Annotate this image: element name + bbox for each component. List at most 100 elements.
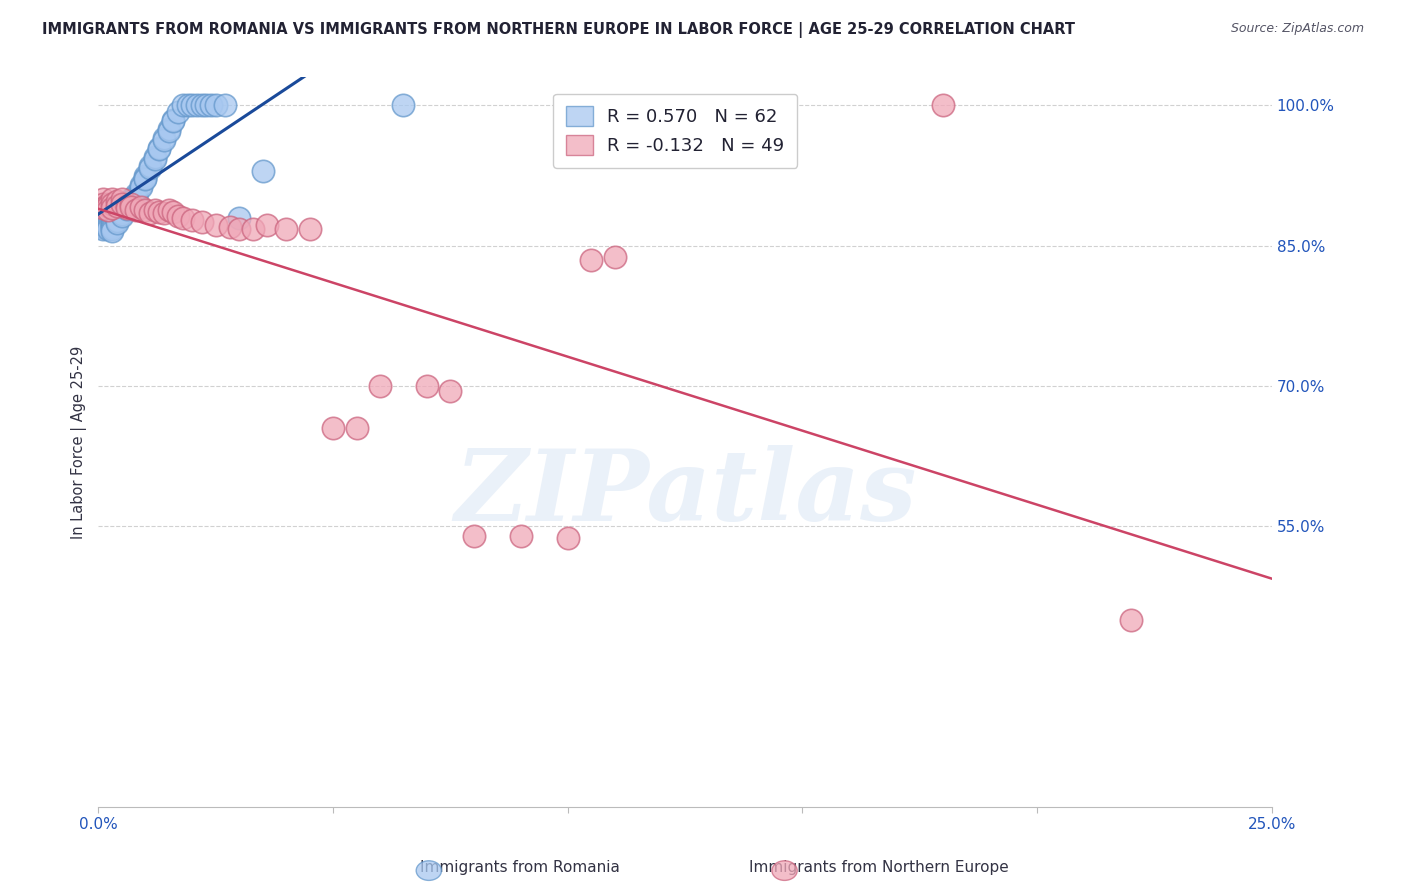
Point — [120, 194, 142, 208]
Point — [97, 203, 120, 218]
Point — [97, 196, 120, 211]
Point — [120, 196, 142, 211]
Point — [101, 220, 124, 235]
Point — [115, 201, 138, 215]
Point — [101, 196, 124, 211]
Point — [134, 169, 156, 183]
Point — [115, 198, 138, 212]
Point — [120, 200, 142, 214]
Point — [91, 196, 114, 211]
Text: Immigrants from Northern Europe: Immigrants from Northern Europe — [749, 861, 1008, 875]
Point — [932, 98, 955, 112]
Point — [190, 215, 212, 229]
Point — [368, 379, 391, 393]
Point — [204, 98, 226, 112]
Point — [509, 529, 531, 543]
Text: Source: ZipAtlas.com: Source: ZipAtlas.com — [1230, 22, 1364, 36]
Point — [115, 196, 138, 211]
Point — [129, 178, 152, 192]
Point — [105, 211, 128, 225]
Point — [105, 212, 128, 227]
Point — [111, 196, 134, 211]
Point — [167, 105, 190, 120]
Point — [101, 222, 124, 236]
Point — [143, 152, 166, 166]
Point — [439, 384, 461, 398]
Point — [101, 218, 124, 232]
Point — [120, 195, 142, 210]
Point — [200, 98, 222, 112]
Point — [139, 159, 162, 173]
Text: Immigrants from Romania: Immigrants from Romania — [420, 861, 620, 875]
Point — [111, 205, 134, 219]
Point — [129, 200, 152, 214]
Text: ZIPatlas: ZIPatlas — [454, 445, 917, 541]
Point — [274, 222, 297, 236]
Point — [218, 220, 240, 235]
Point — [143, 203, 166, 218]
Point — [162, 205, 184, 219]
Point — [97, 220, 120, 235]
Point — [346, 421, 368, 435]
Point — [463, 529, 485, 543]
Point — [91, 220, 114, 235]
Point — [143, 150, 166, 164]
Point — [111, 209, 134, 223]
Point — [153, 131, 176, 145]
Point — [125, 203, 148, 218]
Point — [195, 98, 218, 112]
Point — [91, 220, 114, 235]
Point — [167, 209, 190, 223]
Point — [172, 98, 194, 112]
Point — [392, 98, 415, 112]
Point — [97, 217, 120, 231]
Point — [322, 421, 344, 435]
Point — [214, 98, 236, 112]
Point — [105, 216, 128, 230]
Point — [105, 214, 128, 228]
Point — [91, 192, 114, 206]
Point — [148, 143, 170, 157]
Point — [111, 202, 134, 216]
Point — [298, 222, 321, 236]
Point — [125, 191, 148, 205]
Point — [111, 207, 134, 221]
Point — [162, 112, 184, 127]
Point — [181, 212, 204, 227]
Point — [111, 203, 134, 218]
Point — [157, 121, 180, 136]
Point — [139, 161, 162, 176]
Point — [148, 140, 170, 154]
Point — [115, 198, 138, 212]
Point — [111, 192, 134, 206]
Point — [186, 98, 208, 112]
Point — [603, 250, 626, 264]
Point — [162, 114, 184, 128]
Point — [101, 202, 124, 216]
Legend: R = 0.570   N = 62, R = -0.132   N = 49: R = 0.570 N = 62, R = -0.132 N = 49 — [554, 94, 797, 168]
Point — [581, 252, 603, 267]
Y-axis label: In Labor Force | Age 25-29: In Labor Force | Age 25-29 — [72, 345, 87, 539]
Point — [557, 531, 579, 545]
Point — [97, 218, 120, 232]
Point — [157, 124, 180, 138]
Point — [134, 170, 156, 185]
Point — [204, 218, 226, 232]
Point — [115, 202, 138, 217]
Point — [115, 202, 138, 216]
Point — [101, 217, 124, 231]
Point — [1119, 613, 1142, 627]
Text: IMMIGRANTS FROM ROMANIA VS IMMIGRANTS FROM NORTHERN EUROPE IN LABOR FORCE | AGE : IMMIGRANTS FROM ROMANIA VS IMMIGRANTS FR… — [42, 22, 1076, 38]
Point — [120, 192, 142, 206]
Point — [228, 211, 250, 225]
Point — [157, 203, 180, 218]
Point — [190, 98, 212, 112]
Point — [97, 222, 120, 236]
Point — [176, 98, 198, 112]
Point — [97, 198, 120, 212]
Point — [134, 172, 156, 186]
Point — [252, 164, 274, 178]
Point — [101, 215, 124, 229]
Point — [125, 187, 148, 202]
Point — [105, 198, 128, 212]
